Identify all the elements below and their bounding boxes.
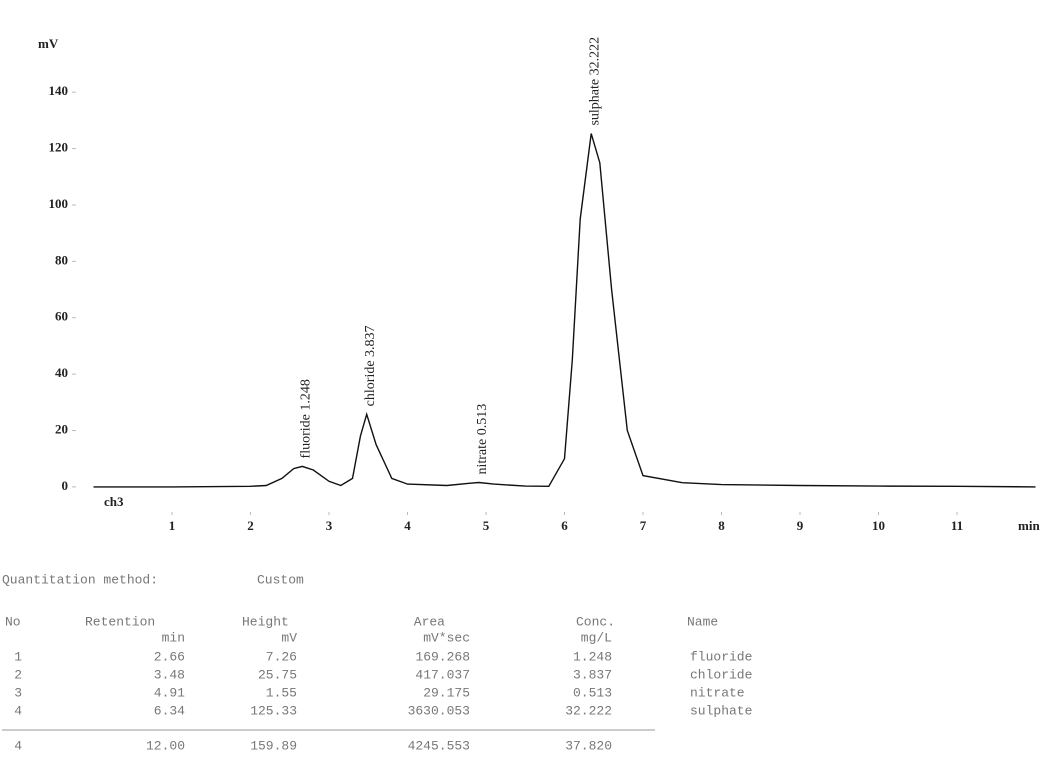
x-tick-label: 4 xyxy=(404,518,411,533)
y-tick-label: 120 xyxy=(49,140,69,155)
table-cell: 25.75 xyxy=(258,667,297,682)
total-cell: 4245.553 xyxy=(408,738,470,753)
x-tick-label: 6 xyxy=(561,518,568,533)
column-unit: min xyxy=(162,630,185,645)
y-tick-label: 40 xyxy=(55,365,68,380)
table-cell: 2 xyxy=(14,667,22,682)
total-cell: 12.00 xyxy=(146,738,185,753)
total-cell: 159.89 xyxy=(250,738,297,753)
column-header: Height xyxy=(242,614,289,629)
results-table: Quantitation method: Custom No Retention m… xyxy=(2,572,752,753)
table-cell: 1.248 xyxy=(573,649,612,664)
table-cell: 7.26 xyxy=(266,649,297,664)
channel-label: ch3 xyxy=(104,494,124,509)
table-cell: chloride xyxy=(690,667,752,682)
table-cell: 29.175 xyxy=(423,685,470,700)
table-cell: 4 xyxy=(14,703,22,718)
table-cell: 4.91 xyxy=(154,685,185,700)
x-tick-label: 10 xyxy=(872,518,885,533)
y-tick-label: 100 xyxy=(49,196,69,211)
trace xyxy=(93,133,1036,488)
table-cell: sulphate xyxy=(690,703,752,718)
column-header: Area xyxy=(414,614,445,629)
total-cell: 37.820 xyxy=(565,738,612,753)
column-header: Conc. xyxy=(576,614,615,629)
column-unit: mg/L xyxy=(581,630,612,645)
table-cell: 3.48 xyxy=(154,667,185,682)
table-cell: fluoride xyxy=(690,649,752,664)
table-cell: 125.33 xyxy=(250,703,297,718)
x-tick-label: 3 xyxy=(326,518,333,533)
table-cell: 0.513 xyxy=(573,685,612,700)
x-tick-label: 11 xyxy=(951,518,963,533)
method-label: Quantitation method: xyxy=(2,572,158,587)
x-axis-label: min xyxy=(1018,518,1040,533)
y-axis-label: mV xyxy=(38,36,59,51)
column-unit: mV*sec xyxy=(423,630,470,645)
table-cell: 3630.053 xyxy=(408,703,470,718)
peak-label: nitrate 0.513 xyxy=(475,404,490,475)
table-cell: 2.66 xyxy=(154,649,185,664)
method: Custom xyxy=(257,572,304,587)
y-tick-label: 140 xyxy=(49,83,69,98)
y-tick-label: 0 xyxy=(62,478,69,493)
x-tick-label: 9 xyxy=(797,518,804,533)
column-header: No xyxy=(5,614,21,629)
table-cell: 6.34 xyxy=(154,703,185,718)
table-cell: 417.037 xyxy=(415,667,470,682)
total-cell: 4 xyxy=(14,738,22,753)
x-tick-label: 7 xyxy=(640,518,647,533)
table-cell: 169.268 xyxy=(415,649,470,664)
table-cell: 1 xyxy=(14,649,22,664)
peak-label: sulphate 32.222 xyxy=(587,37,602,126)
table-cell: nitrate xyxy=(690,685,745,700)
table-cell: 32.222 xyxy=(565,703,612,718)
y-tick-label: 20 xyxy=(55,422,68,437)
table-cell: 3 xyxy=(14,685,22,700)
x-tick-label: 2 xyxy=(247,518,254,533)
table-cell: 3.837 xyxy=(573,667,612,682)
column-header: Name xyxy=(687,614,718,629)
peak-label: chloride 3.837 xyxy=(363,325,378,406)
chromatogram: mV min ch3 0 20 40 60 80 100 120 140 1 2 3 4 5 6 7 8 9 10… xyxy=(38,36,1040,533)
column-unit: mV xyxy=(281,630,297,645)
x-tick-label: 8 xyxy=(718,518,725,533)
table-cell: 1.55 xyxy=(266,685,297,700)
y-tick-label: 80 xyxy=(55,252,68,267)
peak-label: fluoride 1.248 xyxy=(299,379,314,458)
x-tick-label: 5 xyxy=(483,518,490,533)
x-tick-label: 1 xyxy=(169,518,176,533)
column-header: Retention xyxy=(85,614,155,629)
y-tick-label: 60 xyxy=(55,309,68,324)
